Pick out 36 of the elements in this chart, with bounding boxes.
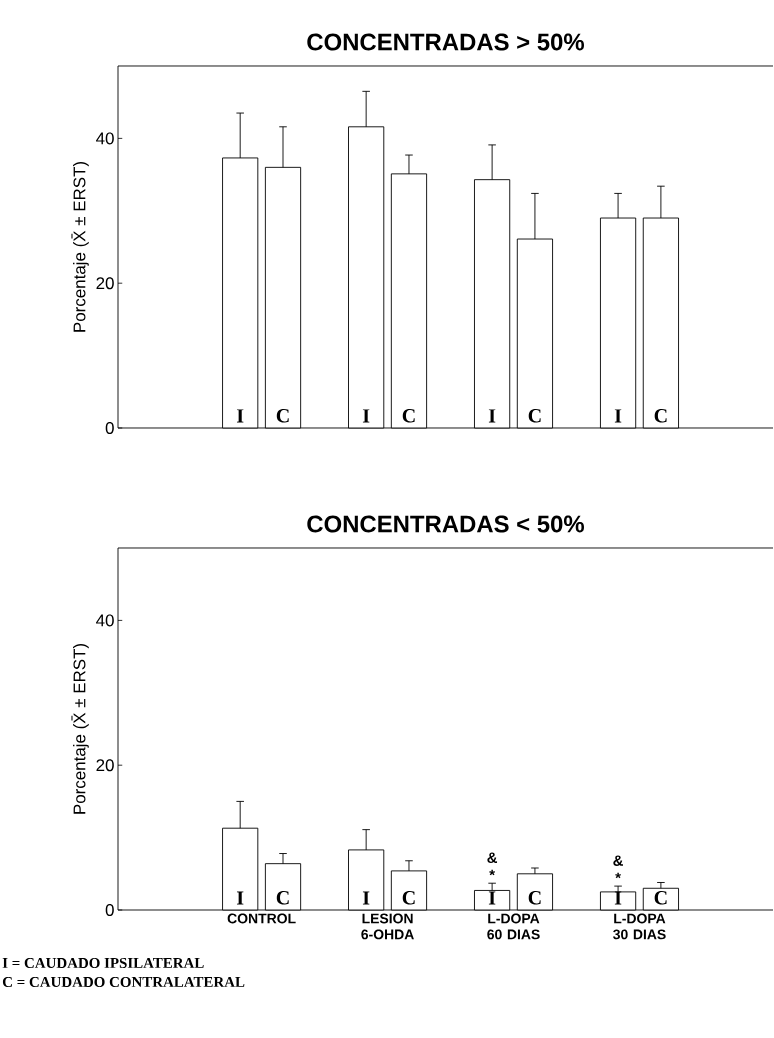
y-tick-label: 20 bbox=[96, 759, 114, 772]
text: I bbox=[236, 891, 244, 905]
x-tick-label: LESION 6-OHDA bbox=[361, 913, 414, 940]
text: C bbox=[528, 891, 541, 905]
series-label: I bbox=[614, 891, 622, 905]
y-tick-label: 40 bbox=[96, 614, 114, 627]
series-label: C bbox=[654, 891, 667, 905]
text: C = CAUDADO CONTRALATERAL bbox=[2, 976, 245, 988]
x-tick-label: L-DOPA 60 DIAS bbox=[487, 913, 540, 940]
x-tick-label: CONTROL bbox=[227, 913, 296, 924]
text: C bbox=[402, 891, 415, 905]
text: I bbox=[362, 409, 370, 423]
annotation: & bbox=[613, 855, 623, 866]
y-tick-label: 20 bbox=[96, 277, 114, 290]
text: C bbox=[528, 409, 541, 423]
text: C bbox=[276, 891, 289, 905]
text: I bbox=[488, 891, 496, 905]
chart-title: CONCENTRADAS > 50% bbox=[307, 33, 584, 51]
series-label: I bbox=[236, 409, 244, 423]
annotation: * bbox=[489, 869, 495, 876]
text: I bbox=[488, 409, 496, 423]
y-tick-label: 40 bbox=[96, 132, 114, 145]
y-axis-title: Porcentaje (X̄ ± ERST) bbox=[71, 643, 89, 814]
text: I bbox=[614, 409, 622, 423]
series-label: C bbox=[276, 409, 289, 423]
text: I bbox=[362, 891, 370, 905]
y-tick-label: 0 bbox=[105, 421, 114, 434]
text: C bbox=[402, 409, 415, 423]
annotation: * bbox=[615, 872, 621, 879]
text: I = CAUDADO IPSILATERAL bbox=[2, 957, 204, 969]
y-tick-label: 0 bbox=[105, 904, 114, 916]
y-axis-title: Porcentaje (X̄ ± ERST) bbox=[71, 161, 89, 332]
x-tick-label: L-DOPA 30 DIAS bbox=[613, 913, 666, 940]
annotation: & bbox=[487, 852, 498, 864]
chart-title: CONCENTRADAS < 50% bbox=[307, 515, 584, 533]
text: C bbox=[654, 409, 667, 423]
